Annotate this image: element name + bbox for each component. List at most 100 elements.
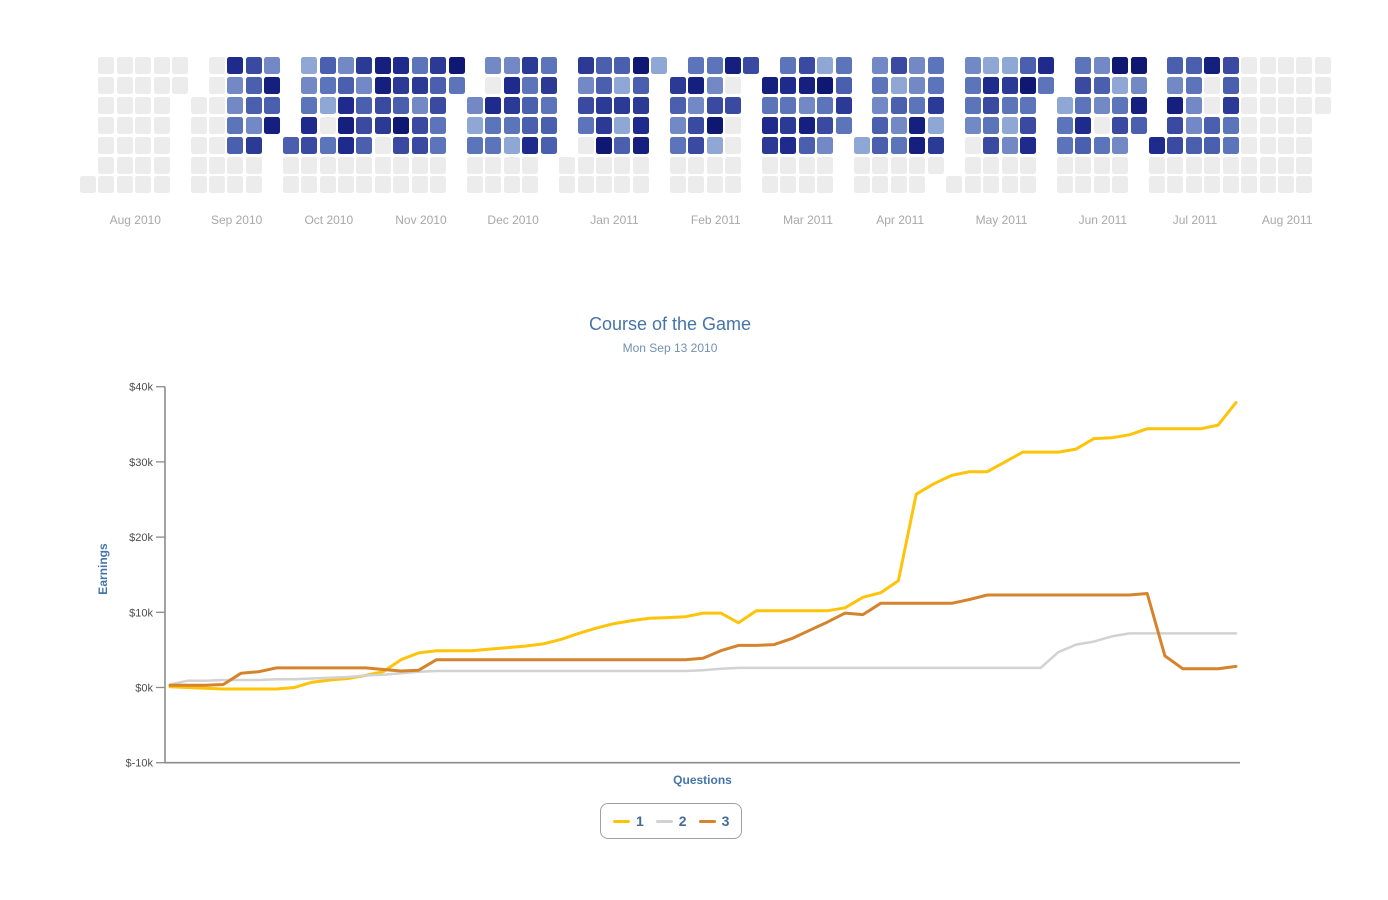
day-cell[interactable] [669,76,686,94]
day-cell[interactable] [1167,76,1184,94]
day-cell[interactable] [651,57,668,74]
day-cell[interactable] [798,136,815,154]
day-cell[interactable] [1075,57,1092,74]
day-cell[interactable] [614,136,631,154]
day-cell[interactable] [1167,116,1184,134]
day-cell[interactable] [927,136,944,154]
day-cell[interactable] [1185,136,1202,154]
day-cell[interactable] [1019,57,1036,74]
series-line-2[interactable] [168,632,1238,686]
day-cell[interactable] [688,116,705,134]
day-cell[interactable] [1185,76,1202,94]
day-cell[interactable] [540,116,557,134]
day-cell[interactable] [632,57,649,74]
day-cell[interactable] [706,96,723,114]
day-cell[interactable] [1112,116,1129,134]
day-cell[interactable] [909,57,926,74]
day-cell[interactable] [780,136,797,154]
day-cell[interactable] [522,96,539,114]
day-cell[interactable] [319,136,336,154]
day-cell[interactable] [503,76,520,94]
day-cell[interactable] [1093,57,1110,74]
day-cell[interactable] [393,136,410,154]
day-cell[interactable] [761,96,778,114]
day-cell[interactable] [1056,136,1073,154]
day-cell[interactable] [485,96,502,114]
day-cell[interactable] [338,116,355,134]
day-cell[interactable] [1038,57,1055,74]
day-cell[interactable] [798,116,815,134]
day-cell[interactable] [1019,76,1036,94]
day-cell[interactable] [430,116,447,134]
day-cell[interactable] [761,136,778,154]
day-cell[interactable] [1222,96,1239,114]
day-cell[interactable] [872,76,889,94]
day-cell[interactable] [632,116,649,134]
day-cell[interactable] [983,116,1000,134]
day-cell[interactable] [540,57,557,74]
day-cell[interactable] [227,136,244,154]
day-cell[interactable] [245,57,262,74]
day-cell[interactable] [725,57,742,74]
day-cell[interactable] [393,76,410,94]
day-cell[interactable] [927,96,944,114]
day-cell[interactable] [872,136,889,154]
day-cell[interactable] [1056,116,1073,134]
day-cell[interactable] [1130,116,1147,134]
day-cell[interactable] [632,76,649,94]
day-cell[interactable] [338,76,355,94]
day-cell[interactable] [706,57,723,74]
day-cell[interactable] [1148,136,1165,154]
legend-item-3[interactable]: 3 [698,813,729,829]
day-cell[interactable] [264,116,281,134]
day-cell[interactable] [374,116,391,134]
day-cell[interactable] [780,116,797,134]
day-cell[interactable] [614,116,631,134]
day-cell[interactable] [1222,76,1239,94]
day-cell[interactable] [393,57,410,74]
day-cell[interactable] [319,57,336,74]
day-cell[interactable] [909,96,926,114]
day-cell[interactable] [1001,57,1018,74]
day-cell[interactable] [1204,116,1221,134]
day-cell[interactable] [1001,116,1018,134]
day-cell[interactable] [909,136,926,154]
day-cell[interactable] [1222,57,1239,74]
day-cell[interactable] [596,136,613,154]
day-cell[interactable] [485,57,502,74]
day-cell[interactable] [909,116,926,134]
day-cell[interactable] [245,76,262,94]
day-cell[interactable] [835,57,852,74]
day-cell[interactable] [301,96,318,114]
day-cell[interactable] [743,57,760,74]
legend-item-2[interactable]: 2 [655,813,687,829]
day-cell[interactable] [301,136,318,154]
day-cell[interactable] [854,136,871,154]
day-cell[interactable] [577,76,594,94]
day-cell[interactable] [411,76,428,94]
day-cell[interactable] [356,136,373,154]
day-cell[interactable] [964,76,981,94]
day-cell[interactable] [725,96,742,114]
day-cell[interactable] [319,96,336,114]
day-cell[interactable] [927,57,944,74]
day-cell[interactable] [1222,116,1239,134]
day-cell[interactable] [374,76,391,94]
day-cell[interactable] [890,96,907,114]
day-cell[interactable] [1204,57,1221,74]
day-cell[interactable] [467,136,484,154]
day-cell[interactable] [798,57,815,74]
day-cell[interactable] [356,116,373,134]
day-cell[interactable] [614,76,631,94]
day-cell[interactable] [411,116,428,134]
day-cell[interactable] [890,136,907,154]
day-cell[interactable] [614,96,631,114]
day-cell[interactable] [761,116,778,134]
day-cell[interactable] [448,57,465,74]
day-cell[interactable] [1075,96,1092,114]
day-cell[interactable] [338,57,355,74]
day-cell[interactable] [964,116,981,134]
day-cell[interactable] [780,96,797,114]
day-cell[interactable] [245,96,262,114]
day-cell[interactable] [356,76,373,94]
